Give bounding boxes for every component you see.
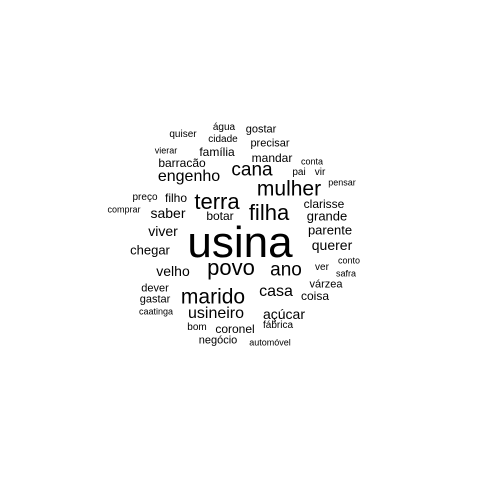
word-gostar: gostar — [245, 123, 277, 136]
word-vir: vir — [314, 167, 326, 178]
word-conto: conto — [337, 255, 361, 266]
word-viver: viver — [148, 223, 178, 239]
word-comprar: comprar — [107, 204, 141, 215]
word-preço: preço — [132, 192, 158, 203]
word-coisa: coisa — [300, 289, 330, 303]
word-parente: parente — [307, 222, 353, 238]
word-terra: terra — [194, 189, 240, 214]
word-negócio: negócio — [198, 334, 238, 347]
word-fábrica: fábrica — [262, 320, 294, 331]
word-chegar: chegar — [130, 242, 170, 258]
word-clarisse: clarisse — [303, 197, 345, 211]
word-velho: velho — [156, 263, 190, 279]
word-mulher: mulher — [256, 177, 322, 201]
word-dever: dever — [141, 282, 169, 295]
word-marido: marido — [180, 285, 246, 309]
word-bom: bom — [187, 322, 207, 333]
word-cidade: cidade — [208, 134, 238, 145]
word-filha: filha — [248, 200, 290, 225]
word-safra: safra — [335, 268, 357, 279]
word-água: água — [212, 122, 236, 133]
word-caatinga: caatinga — [138, 306, 174, 317]
word-pai: pai — [292, 167, 306, 178]
word-povo: povo — [207, 255, 255, 280]
word-vierar: vierar — [154, 145, 178, 156]
word-açúcar: açúcar — [262, 306, 306, 322]
word-quiser: quiser — [169, 129, 197, 140]
word-pensar: pensar — [328, 177, 356, 188]
word-grande: grande — [306, 208, 348, 224]
word-usina: usina — [187, 218, 293, 267]
word-várzea: várzea — [309, 278, 343, 291]
word-gastar: gastar — [139, 293, 171, 306]
word-automóvel: automóvel — [249, 337, 291, 348]
word-mandar: mandar — [251, 151, 293, 165]
word-usineiro: usineiro — [187, 305, 245, 322]
word-saber: saber — [150, 205, 186, 221]
word-botar: botar — [206, 209, 234, 223]
word-querer: querer — [311, 237, 353, 253]
word-cana: cana — [231, 159, 273, 181]
word-ver: ver — [315, 262, 329, 273]
word-casa: casa — [259, 283, 293, 300]
word-filho: filho — [164, 191, 188, 205]
word-barracão: barracão — [158, 156, 206, 170]
word-coronel: coronel — [215, 322, 255, 336]
word-engenho: engenho — [157, 168, 221, 185]
word-família: família — [199, 145, 235, 159]
word-conta: conta — [300, 156, 324, 167]
word-ano: ano — [270, 259, 302, 281]
word-precisar: precisar — [250, 137, 290, 150]
